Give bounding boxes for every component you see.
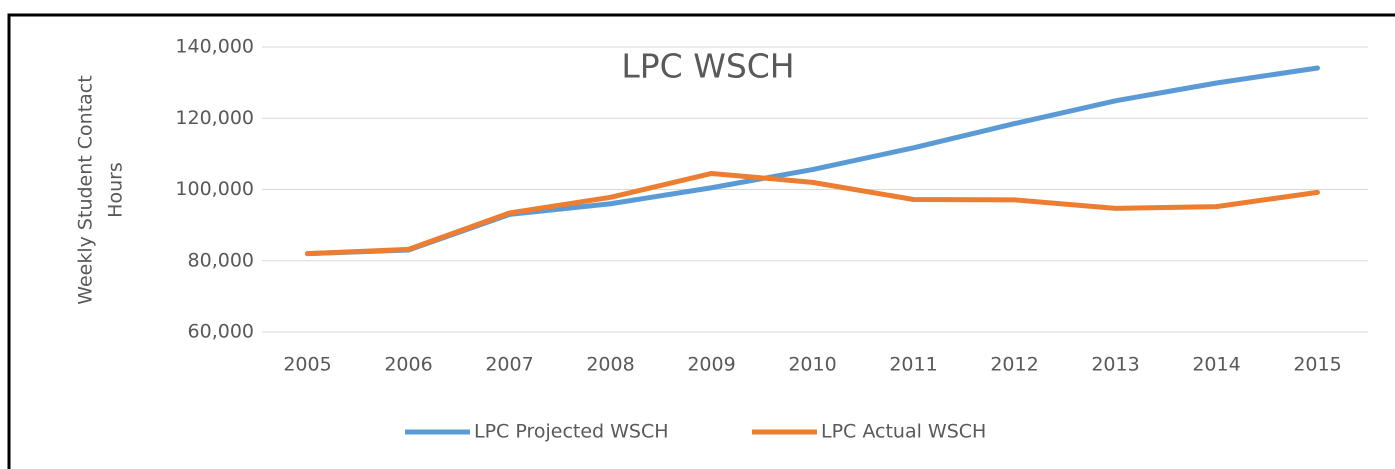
- x-tick-label: 2012: [990, 354, 1038, 376]
- y-tick-label: 80,000: [188, 249, 254, 271]
- x-tick-label: 2005: [283, 354, 331, 376]
- y-tick-label: 60,000: [188, 321, 254, 343]
- x-tick-label: 2009: [687, 354, 735, 376]
- x-tick-label: 2010: [788, 354, 836, 376]
- chart-title: LPC WSCH: [621, 47, 794, 86]
- x-tick-label: 2015: [1293, 354, 1341, 376]
- y-tick-label: 140,000: [175, 36, 254, 58]
- x-tick-label: 2008: [586, 354, 634, 376]
- y-tick-label: 100,000: [175, 178, 254, 200]
- x-tick-label: 2013: [1091, 354, 1139, 376]
- y-axis-label-line: Hours: [105, 162, 127, 218]
- y-tick-label: 120,000: [175, 107, 254, 129]
- x-tick-label: 2011: [889, 354, 937, 376]
- x-tick-label: 2014: [1192, 354, 1240, 376]
- x-tick-label: 2007: [485, 354, 533, 376]
- y-axis-label: Weekly Student Contact Hours: [75, 75, 127, 304]
- legend-label: LPC Projected WSCH: [474, 421, 669, 443]
- series-line: [305, 170, 1320, 257]
- x-tick-label: 2006: [384, 354, 432, 376]
- y-axis-label-line: Weekly Student Contact: [75, 75, 97, 304]
- legend-label: LPC Actual WSCH: [821, 421, 986, 443]
